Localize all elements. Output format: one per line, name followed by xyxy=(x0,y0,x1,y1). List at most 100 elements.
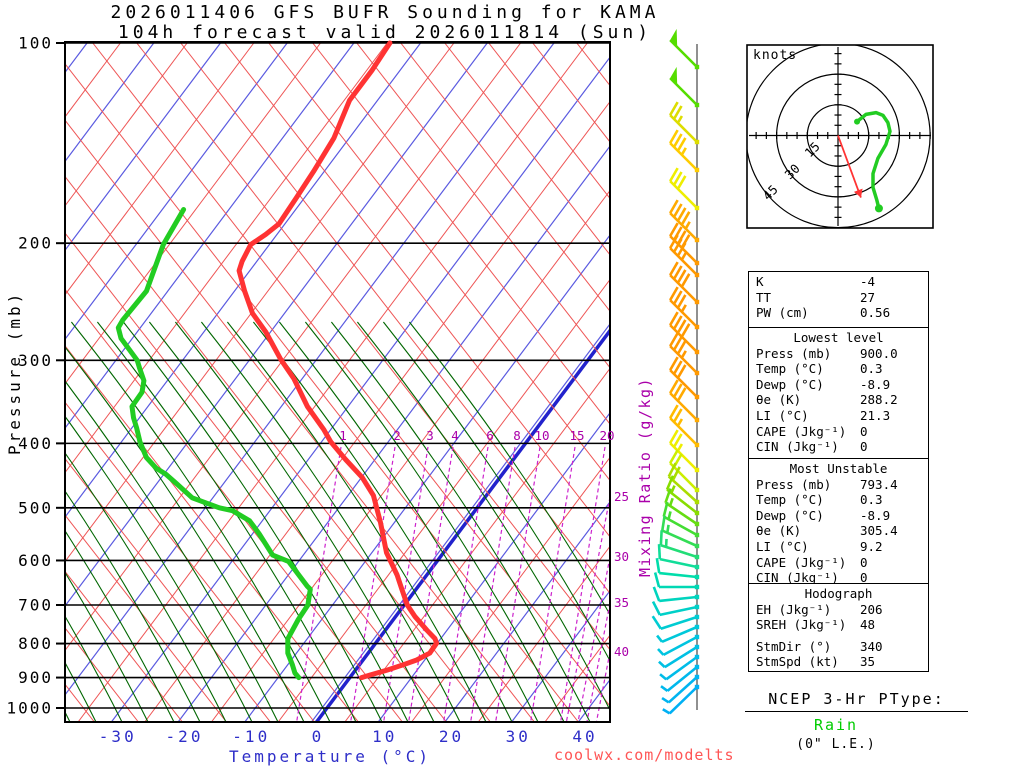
dry-adiabat-line xyxy=(311,42,610,425)
hodograph-units-label: knots xyxy=(753,48,798,63)
ptype-note: (0" L.E.) xyxy=(796,737,876,752)
mixing-ratio-line xyxy=(470,446,516,722)
isotherm-line xyxy=(65,42,489,607)
dewpoint-curve xyxy=(115,207,313,681)
wind-barb xyxy=(669,311,700,355)
stats-row: LI (°C) 9.2 xyxy=(756,539,928,555)
pressure-tick-label: 500 xyxy=(18,498,53,517)
moist-adiabat-line xyxy=(65,490,201,722)
dry-adiabat-line xyxy=(65,514,227,722)
dry-adiabat-line xyxy=(179,42,610,595)
moist-adiabat-line xyxy=(65,380,279,722)
isotherm-line-red xyxy=(65,42,522,652)
isotherm-line-red xyxy=(65,42,389,474)
isotherm-line-red xyxy=(77,42,589,722)
mixing-ratio-line xyxy=(530,446,576,722)
stats-box: Lowest level Press (mb) 900.0 Temp (°C) 0.3 D… xyxy=(748,327,929,459)
isotherm-line-red xyxy=(344,367,610,722)
pressure-tick-label: 400 xyxy=(18,434,53,453)
wind-barb xyxy=(669,101,700,145)
stats-box: Most Unstable Press (mb) 793.4 Temp (°C) 0.3… xyxy=(748,458,929,585)
mixing-ratio-line xyxy=(565,496,610,722)
stat-value: 48 xyxy=(860,617,876,633)
mixing-ratio-line xyxy=(495,446,541,722)
temp-tick-label: -20 xyxy=(166,727,204,746)
wind-barb xyxy=(669,286,700,330)
stats-box: Hodograph EH (Jkg⁻¹) 206 SREH (Jkg⁻¹) 48 StmD… xyxy=(748,583,929,672)
stats-row: LI (°C) 21.3 xyxy=(756,408,928,424)
moist-adiabat-line xyxy=(330,321,591,722)
stat-label: CIN (Jkg⁻¹) xyxy=(756,439,839,455)
stats-row: Dewp (°C) -8.9 xyxy=(756,508,928,524)
wind-barb xyxy=(662,501,700,538)
hodograph-border xyxy=(746,44,934,229)
mixing-ratio-label: 4 xyxy=(451,428,459,443)
dry-adiabat-line xyxy=(65,62,579,722)
dry-adiabat-line xyxy=(223,42,610,538)
moist-adiabat-line xyxy=(356,321,610,712)
mixing-ratio-label: 6 xyxy=(486,428,494,443)
stats-row: θe (K) 305.4 xyxy=(756,523,928,539)
stat-label: Temp (°C) xyxy=(756,361,824,377)
wind-barb xyxy=(669,234,700,278)
wind-barb xyxy=(669,199,700,243)
mixing-ratio-label: 20 xyxy=(599,428,614,443)
stat-label: LI (°C) xyxy=(756,407,809,423)
stat-label: CAPE (Jkg⁻¹) xyxy=(756,423,847,439)
ptype-value: Rain xyxy=(813,716,859,734)
temperature-axis-title: Temperature (°C) xyxy=(228,747,432,766)
moist-adiabat-line xyxy=(408,321,610,616)
isotherm-line xyxy=(65,42,155,163)
isotherm-line-red xyxy=(477,545,610,722)
stat-value: 206 xyxy=(860,601,883,617)
isotherm-line xyxy=(65,42,422,519)
mixing-ratio-line xyxy=(443,446,489,722)
dry-adiabat-line xyxy=(487,42,610,200)
stat-value: 0.3 xyxy=(860,492,883,508)
dry-adiabat-line xyxy=(65,288,403,722)
wind-barb xyxy=(653,572,700,590)
wind-barb xyxy=(669,429,700,473)
stats-box: K -4 TT 27 PW (cm) 0.56 xyxy=(748,271,929,328)
pressure-axis-title: Pressure (mb) xyxy=(5,290,24,455)
mixing-ratio-line xyxy=(560,446,606,722)
wind-barb xyxy=(657,634,700,656)
pressure-tick-label: 300 xyxy=(18,351,53,370)
moist-adiabat-line xyxy=(278,321,539,722)
stat-value: 21.3 xyxy=(860,407,891,423)
stat-value: 288.2 xyxy=(860,392,898,408)
stat-label: θe (K) xyxy=(756,523,802,539)
mixing-ratio-label: 30 xyxy=(614,549,629,564)
wind-barb xyxy=(669,28,700,70)
ptype-heading: NCEP 3-Hr PType: xyxy=(745,690,968,712)
temperature-curve xyxy=(236,40,440,681)
wind-barb xyxy=(659,654,700,681)
wind-barb xyxy=(669,129,700,173)
isotherm-line xyxy=(177,145,610,722)
stats-row: TT 27 xyxy=(756,290,928,306)
page-subtitle: 104h forecast valid 2026011814 (Sun) xyxy=(117,22,653,43)
stats-row: PW (cm) 0.56 xyxy=(756,305,928,321)
dry-adiabat-line xyxy=(65,401,315,722)
moist-adiabat-line xyxy=(65,415,253,722)
stat-label: Dewp (°C) xyxy=(756,507,824,523)
temp-tick-label: 10 xyxy=(372,727,397,746)
mixing-ratio-label: 1 xyxy=(339,428,347,443)
stat-label: θe (K) xyxy=(756,392,802,408)
wind-barb xyxy=(669,261,700,305)
wind-barb xyxy=(658,644,700,669)
isotherm-line-red xyxy=(65,42,255,296)
stat-value: 9.2 xyxy=(860,538,883,554)
moist-adiabat-line xyxy=(148,321,409,722)
stat-value: 900.0 xyxy=(860,345,898,361)
wind-barb xyxy=(660,664,700,692)
stats-row: CAPE (Jkg⁻¹) 0 xyxy=(756,424,928,440)
wind-barb xyxy=(659,530,700,560)
moist-adiabat-line xyxy=(65,661,97,722)
temp-tick-label: 0 xyxy=(312,727,325,746)
stat-label: Temp (°C) xyxy=(756,492,824,508)
mixing-ratio-line xyxy=(408,446,454,722)
moist-adiabat-line xyxy=(96,321,357,722)
